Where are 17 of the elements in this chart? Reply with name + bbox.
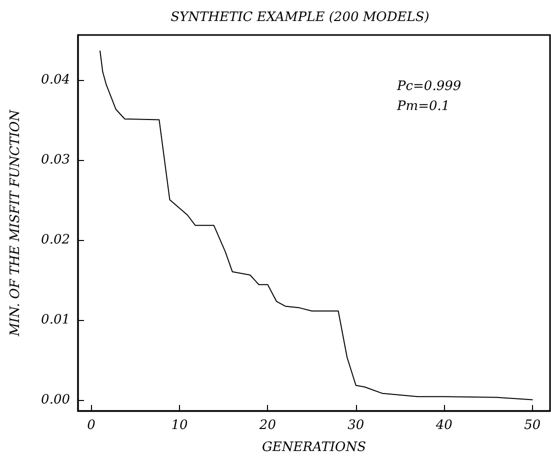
annotation: Pm=0.1 bbox=[396, 99, 450, 114]
y-tick-label: 0.04 bbox=[41, 72, 70, 88]
y-tick-label: 0.01 bbox=[41, 312, 70, 328]
y-tick-label: 0.00 bbox=[41, 392, 70, 408]
x-tick-label: 30 bbox=[348, 418, 364, 433]
chart-title: SYNTHETIC EXAMPLE (200 MODELS) bbox=[170, 10, 430, 25]
y-axis-title: MIN. OF THE MISFIT FUNCTION bbox=[8, 109, 23, 338]
annotation: Pc=0.999 bbox=[396, 79, 462, 94]
y-tick-label: 0.03 bbox=[41, 152, 70, 168]
line-series bbox=[100, 50, 533, 400]
x-tick-label: 10 bbox=[171, 418, 188, 433]
x-tick-label: 50 bbox=[524, 418, 541, 433]
x-tick-label: 20 bbox=[258, 418, 276, 433]
y-tick-label: 0.02 bbox=[41, 232, 70, 248]
x-tick-label: 0 bbox=[87, 418, 96, 433]
x-axis-title: GENERATIONS bbox=[262, 440, 366, 455]
x-tick-label: 40 bbox=[434, 418, 452, 433]
